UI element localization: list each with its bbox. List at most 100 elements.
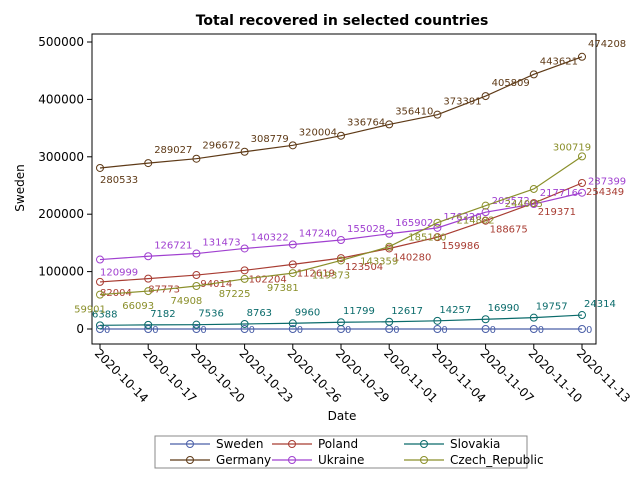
data-label: 0 <box>152 325 158 336</box>
data-label: 155028 <box>347 224 385 235</box>
y-tick-label: 400000 <box>38 92 84 106</box>
data-label: 0 <box>586 325 592 336</box>
data-point <box>433 325 442 333</box>
data-point <box>96 163 104 172</box>
data-point <box>240 266 249 275</box>
data-label: 87773 <box>148 285 180 296</box>
data-label: 6388 <box>92 309 117 320</box>
legend-swatch-marker <box>420 440 428 448</box>
data-label: 373391 <box>443 97 481 108</box>
data-label: 336764 <box>347 118 385 129</box>
data-label: 405809 <box>492 78 530 89</box>
series-line <box>99 192 583 261</box>
data-point <box>385 120 394 129</box>
series-line <box>99 56 583 169</box>
data-point <box>192 282 201 291</box>
data-label: 0 <box>441 325 447 336</box>
data-point <box>96 255 104 264</box>
data-label: 0 <box>345 325 351 336</box>
data-point <box>192 325 201 333</box>
data-point <box>578 52 586 61</box>
data-point <box>385 229 394 238</box>
data-point <box>240 147 249 156</box>
data-point <box>144 252 153 261</box>
data-label: 143359 <box>360 257 398 268</box>
y-tick-label: 300000 <box>38 150 84 164</box>
series-czech-republic: 59901 66093 74908 87225 97381 119373 143359 185… <box>74 142 591 315</box>
data-point <box>529 200 538 209</box>
data-label: 0 <box>490 325 496 336</box>
data-point <box>433 316 442 325</box>
chart-title: Total recovered in selected countries <box>196 13 489 29</box>
data-point <box>96 321 104 330</box>
data-label: 0 <box>249 325 255 336</box>
data-point <box>337 256 345 265</box>
data-point <box>433 110 442 119</box>
data-point <box>433 223 442 232</box>
data-point <box>481 315 490 324</box>
data-point <box>481 325 490 333</box>
data-point <box>385 242 394 251</box>
data-label: 19757 <box>536 302 568 313</box>
data-label: 120999 <box>100 268 138 279</box>
data-point <box>385 317 394 326</box>
y-tick-label: 500000 <box>38 35 84 49</box>
series-line <box>99 155 583 296</box>
data-label: 219371 <box>538 207 576 218</box>
data-label: 289027 <box>154 145 192 156</box>
data-label: 308779 <box>251 134 289 145</box>
data-point <box>578 311 586 320</box>
legend-label: Czech_Republic <box>450 453 544 467</box>
y-axis-label: Sweden <box>13 164 27 211</box>
data-point <box>529 184 538 193</box>
data-label: 165902 <box>395 218 433 229</box>
data-point <box>144 320 153 329</box>
x-axis-label: Date <box>328 409 357 423</box>
data-label: 320004 <box>299 127 337 138</box>
data-label: 119373 <box>312 270 350 281</box>
legend-item-germany: Germany <box>170 453 271 467</box>
data-point <box>529 325 538 333</box>
legend-item-slovakia: Slovakia <box>404 437 500 451</box>
data-label: 74908 <box>170 296 202 307</box>
data-point <box>578 188 586 197</box>
series-line <box>99 182 583 283</box>
data-label: 12617 <box>391 306 423 317</box>
y-tick-label: 100000 <box>38 265 84 279</box>
legend-label: Poland <box>318 437 358 451</box>
data-label: 185180 <box>408 233 446 244</box>
data-point <box>240 274 249 283</box>
data-label: 126721 <box>154 240 192 251</box>
data-point <box>578 152 586 161</box>
data-label: 474208 <box>588 39 626 50</box>
data-point <box>288 141 297 150</box>
legend-label: Ukraine <box>318 453 364 467</box>
series-line <box>99 314 583 326</box>
data-label: 11799 <box>343 306 375 317</box>
series-layer: 0 0 0 0 0 0 0 0 0 0 0 280533 289027 296672 308779 32000… <box>74 39 626 336</box>
data-label: 7536 <box>198 309 223 320</box>
data-label: 59901 <box>74 305 106 316</box>
data-label: 131473 <box>202 238 240 249</box>
data-label: 356410 <box>395 106 433 117</box>
data-label: 16990 <box>488 303 520 314</box>
data-point <box>96 290 104 299</box>
series-ukraine: 120999 126721 131473 140322 147240 155028 1659… <box>96 177 626 279</box>
legend-item-ukraine: Ukraine <box>272 453 364 467</box>
data-label: 176220 <box>443 212 481 223</box>
data-label: 87225 <box>219 289 251 300</box>
data-label: 66093 <box>122 301 154 312</box>
data-point <box>529 313 538 322</box>
data-point <box>192 271 201 280</box>
data-point <box>96 325 104 333</box>
data-point <box>288 240 297 249</box>
data-label: 94014 <box>200 279 232 290</box>
data-label: 300719 <box>553 142 591 153</box>
data-label: 140322 <box>251 232 289 243</box>
data-label: 24314 <box>584 299 616 310</box>
data-label: 140280 <box>393 252 431 263</box>
y-tick-label: 200000 <box>38 207 84 221</box>
legend-item-sweden: Sweden <box>170 437 263 451</box>
data-label: 0 <box>297 325 303 336</box>
